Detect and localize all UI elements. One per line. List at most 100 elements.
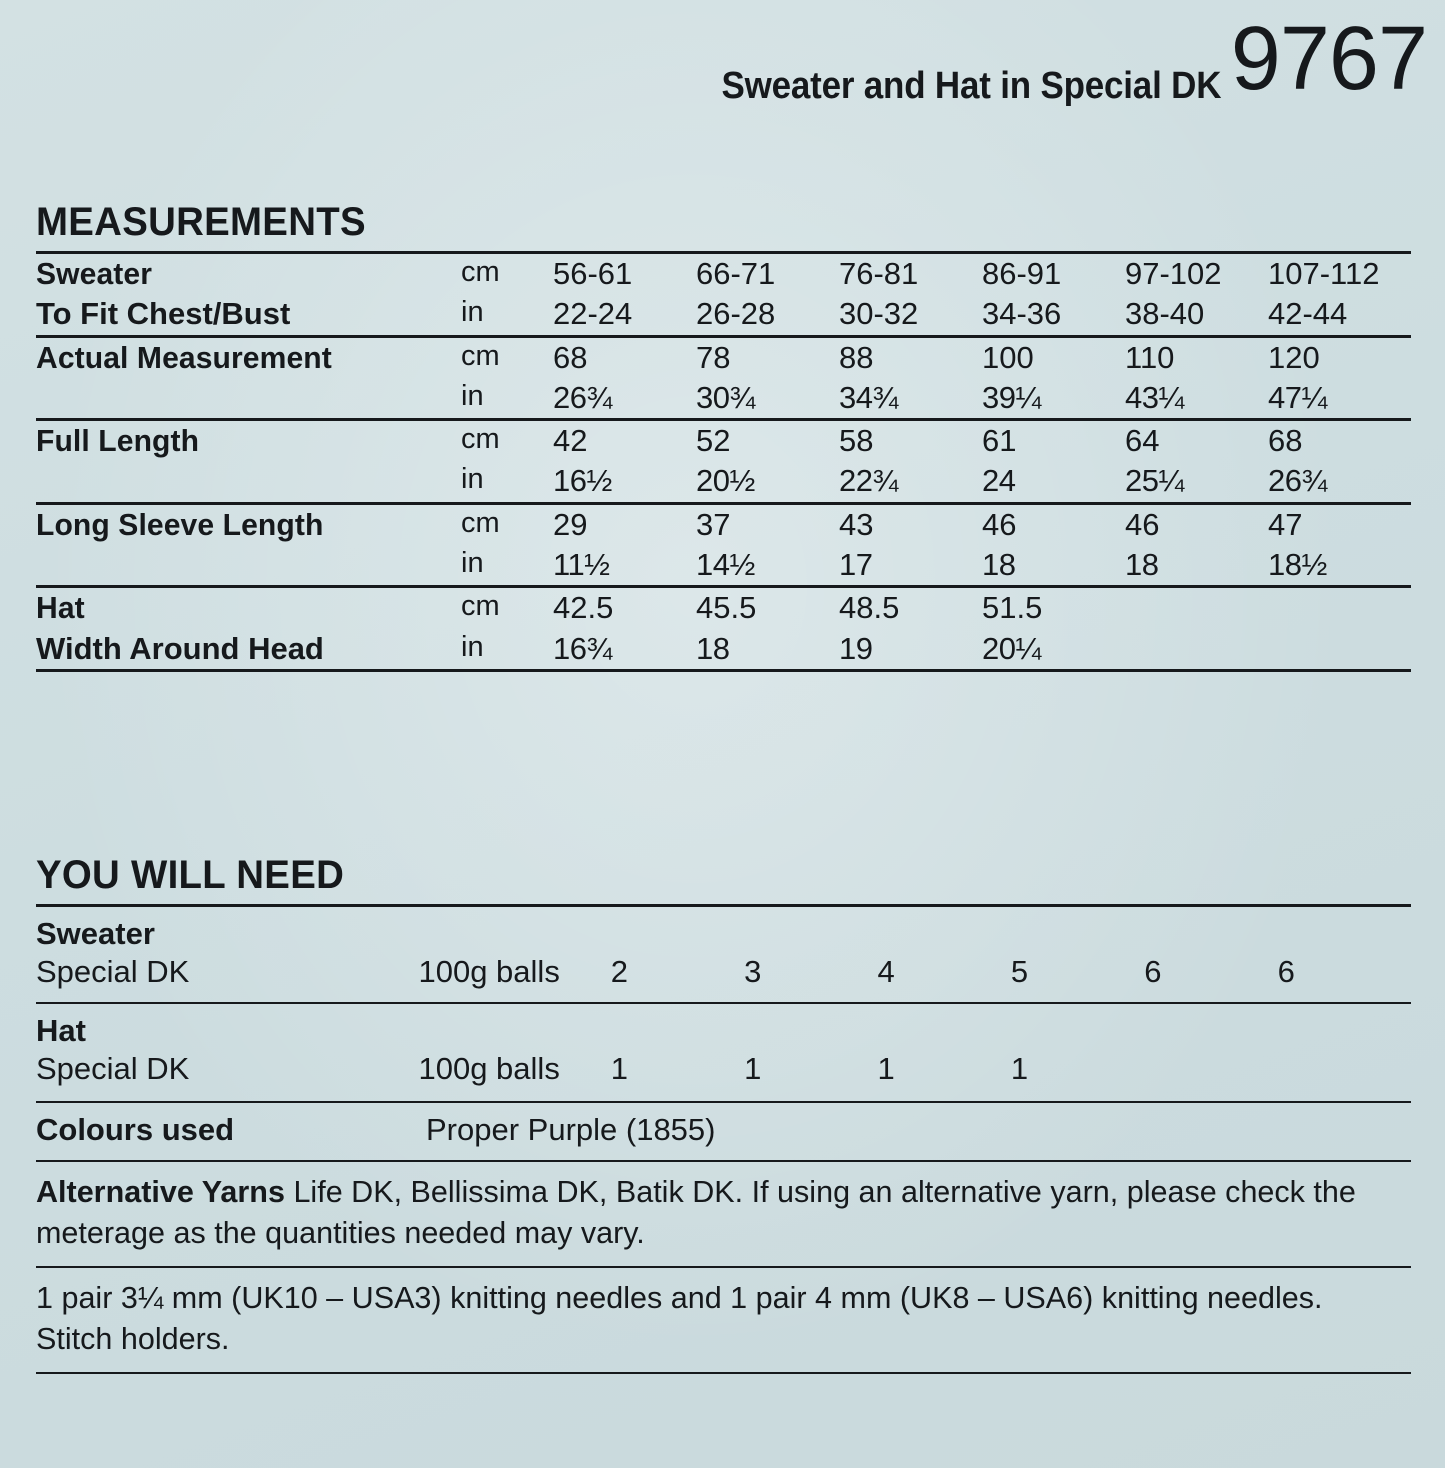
row-unit-cm: cm	[461, 339, 500, 372]
cell-cm-2: 78	[696, 339, 731, 375]
sweater-yarn-block: Sweater Special DK 100g balls 2 3 4 5 6 …	[36, 907, 1411, 1002]
cell-cm-6	[1268, 587, 1411, 629]
row-label-second	[36, 545, 461, 587]
alternative-yarns-paragraph: Alternative Yarns Life DK, Bellissima DK…	[36, 1162, 1390, 1266]
sweater-qty-4: 5	[1010, 954, 1029, 989]
cell-in-3: 22¾	[839, 463, 898, 499]
cell-in-1: 16¾	[553, 630, 612, 666]
hat-qty-2: 1	[744, 1051, 762, 1086]
cell-cm-5: 64	[1125, 423, 1160, 459]
cell-in-4: 20¼	[982, 630, 1041, 666]
you-will-need-heading: YOU WILL NEED	[36, 853, 345, 897]
colours-used-block: Colours used Proper Purple (1855)	[36, 1103, 1411, 1160]
hat-yarn-block: Hat Special DK 100g balls 1 1 1 1	[36, 1004, 1411, 1101]
row-unit-in: in	[461, 379, 484, 412]
cell-cm-3: 48.5	[839, 590, 900, 626]
measurements-heading: MEASUREMENTS	[36, 200, 366, 244]
row-unit-in: in	[461, 463, 484, 496]
cell-cm-1: 56-61	[553, 256, 633, 291]
needles-paragraph: 1 pair 3¼ mm (UK10 – USA3) knitting need…	[36, 1268, 1390, 1372]
cell-in-4: 24	[982, 463, 1016, 499]
cell-in-2: 30¾	[696, 379, 755, 415]
row-label: Full Length	[36, 423, 200, 459]
cell-cm-3: 43	[839, 506, 874, 542]
ywn-top-rule	[36, 904, 1411, 907]
cell-cm-1: 42	[553, 423, 588, 459]
sweater-qty-1: 2	[610, 954, 628, 989]
cell-cm-4: 61	[982, 423, 1017, 459]
cell-cm-1: 29	[553, 506, 588, 542]
cell-in-2: 20½	[696, 463, 755, 499]
ywn-rule-after-alt-yarns	[36, 1265, 1411, 1268]
cell-cm-4: 100	[982, 339, 1034, 375]
cell-cm-5: 46	[1125, 506, 1160, 542]
measurements-top-rule	[36, 251, 1411, 254]
row-unit-cm: cm	[461, 423, 500, 456]
colours-used-value: Proper Purple (1855)	[426, 1112, 716, 1147]
sweater-qty-6: 6	[1277, 954, 1295, 989]
cell-cm-6: 68	[1268, 423, 1303, 459]
cell-cm-2: 66-71	[696, 256, 776, 291]
hat-qty-4: 1	[1010, 1051, 1029, 1086]
cell-in-6: 47¼	[1268, 379, 1327, 415]
table-row-group-long-sleeve-length: Long Sleeve Length cm 29 37 43 46 46 47 …	[36, 503, 1411, 587]
page-header: Sweater and Hat in Special DK 9767	[0, 14, 1428, 107]
cell-in-6: 18½	[1268, 547, 1327, 583]
cell-cm-4: 46	[982, 506, 1017, 542]
row-label-second	[36, 378, 461, 420]
cell-cm-5: 110	[1125, 339, 1175, 375]
cell-cm-3: 58	[839, 423, 874, 459]
cell-cm-1: 42.5	[553, 590, 614, 626]
cell-in-3: 30-32	[839, 296, 919, 332]
hat-qty-3: 1	[877, 1051, 895, 1086]
cell-in-1: 26¾	[553, 379, 612, 415]
cell-cm-5: 97-102	[1125, 256, 1222, 291]
cell-cm-1: 68	[553, 339, 588, 375]
cell-cm-5	[1125, 587, 1268, 629]
cell-in-6: 42-44	[1268, 296, 1348, 332]
cell-in-3: 34¾	[839, 379, 898, 415]
cell-in-5	[1125, 629, 1268, 669]
cell-cm-6: 107-112	[1268, 256, 1380, 291]
measurements-bottom-rule	[36, 668, 1411, 672]
sweater-ball-label: 100g balls	[418, 954, 560, 989]
table-row-group-sweater-fit: Sweater cm 56-61 66-71 76-81 86-91 97-10…	[36, 254, 1411, 336]
table-row-group-actual-measurement: Actual Measurement cm 68 78 88 100 110 1…	[36, 336, 1411, 420]
row-unit-in: in	[461, 547, 484, 580]
hat-block-title: Hat	[36, 1013, 86, 1048]
ywn-rule-after-sweater	[36, 1002, 1411, 1004]
hat-yarn-name: Special DK	[36, 1051, 190, 1086]
ywn-rule-after-colours	[36, 1160, 1411, 1162]
sweater-qty-3: 4	[877, 954, 895, 989]
cell-in-5: 18	[1125, 547, 1159, 583]
cell-cm-6: 120	[1268, 339, 1320, 375]
row-label: Actual Measurement	[36, 339, 332, 375]
cell-in-1: 11½	[553, 547, 610, 583]
cell-cm-2: 52	[696, 423, 731, 459]
cell-in-2: 26-28	[696, 296, 776, 332]
cell-in-1: 22-24	[553, 296, 633, 332]
hat-qty-1: 1	[610, 1051, 628, 1086]
cell-in-1: 16½	[553, 463, 612, 499]
needles-text: 1 pair 3¼ mm (UK10 – USA3) knitting need…	[36, 1279, 1323, 1356]
cell-in-6	[1268, 629, 1411, 669]
table-row-group-hat-width: Hat cm 42.5 45.5 48.5 51.5 Width Around …	[36, 586, 1411, 669]
cell-cm-2: 37	[696, 506, 731, 542]
you-will-need-section: YOU WILL NEED Sweater Special DK 100g ba…	[36, 853, 1411, 1374]
page-title: Sweater and Hat in Special DK	[720, 65, 1221, 107]
row-unit-in: in	[461, 630, 484, 663]
ywn-rule-after-hat	[36, 1101, 1411, 1103]
cell-in-2: 14½	[696, 547, 755, 583]
cell-cm-4: 86-91	[982, 256, 1062, 291]
sweater-yarn-name: Special DK	[36, 954, 190, 989]
cell-in-2: 18	[696, 630, 730, 666]
row-label-second	[36, 461, 461, 503]
cell-in-4: 18	[982, 547, 1016, 583]
row-label: Hat	[36, 590, 85, 626]
cell-in-6: 26¾	[1268, 463, 1327, 499]
sweater-block-title: Sweater	[36, 916, 155, 951]
cell-in-5: 38-40	[1125, 296, 1205, 332]
cell-in-3: 19	[839, 630, 873, 666]
cell-cm-2: 45.5	[696, 590, 757, 626]
